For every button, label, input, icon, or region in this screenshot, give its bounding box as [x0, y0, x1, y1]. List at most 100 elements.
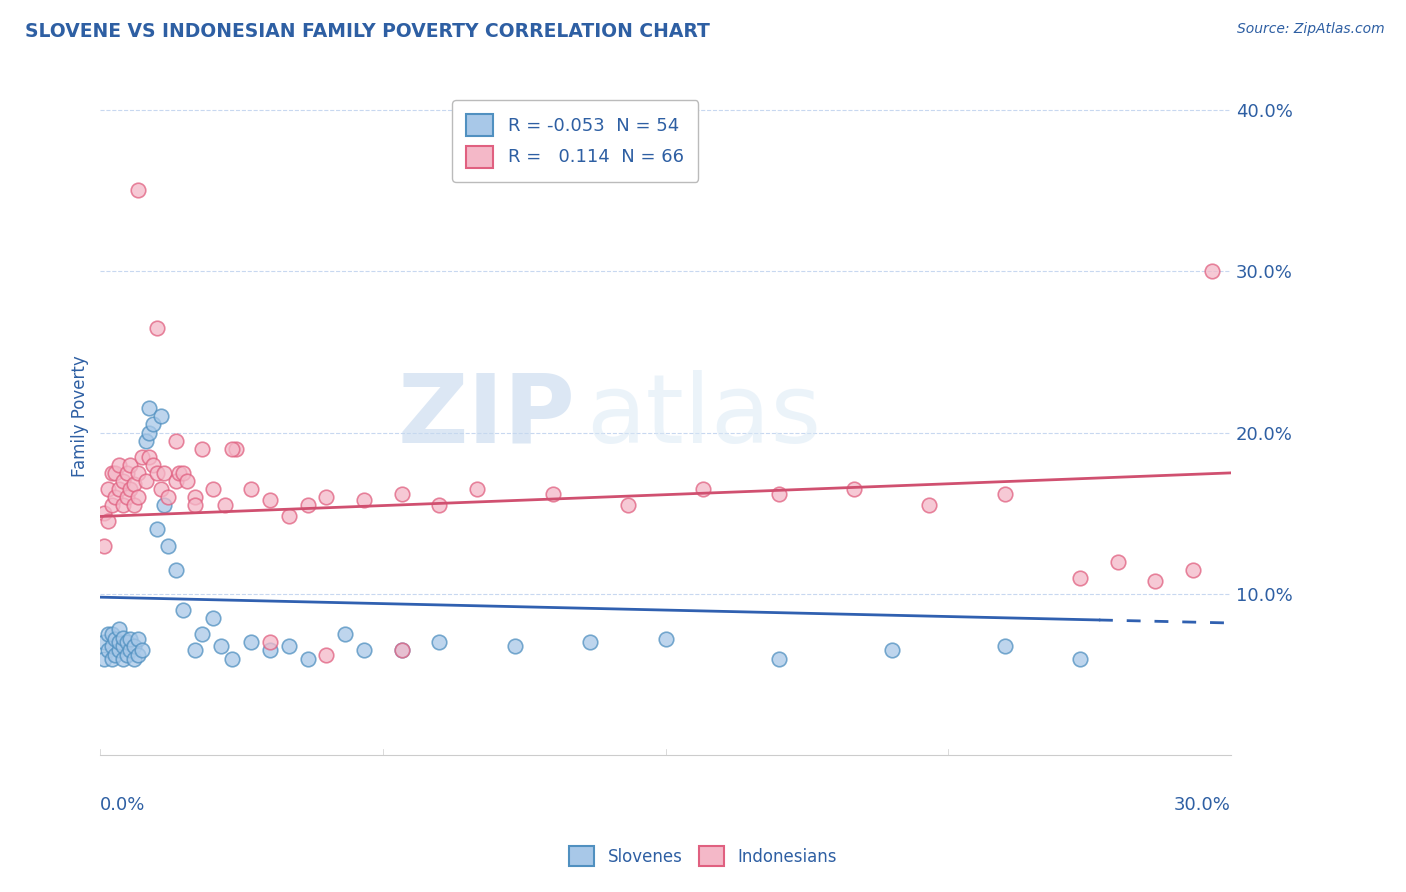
Point — [149, 482, 172, 496]
Point — [176, 474, 198, 488]
Point — [138, 425, 160, 440]
Point — [97, 627, 120, 641]
Point — [1182, 563, 1205, 577]
Point — [221, 442, 243, 456]
Point — [122, 651, 145, 665]
Point — [165, 474, 187, 488]
Point — [108, 635, 131, 649]
Point — [93, 635, 115, 649]
Point — [146, 522, 169, 536]
Point — [183, 498, 205, 512]
Point — [142, 458, 165, 472]
Point — [165, 434, 187, 448]
Point — [692, 482, 714, 496]
Point — [465, 482, 488, 496]
Point — [240, 482, 263, 496]
Point — [297, 498, 319, 512]
Point — [127, 466, 149, 480]
Point — [93, 506, 115, 520]
Point — [127, 632, 149, 647]
Point — [579, 635, 602, 649]
Point — [225, 442, 247, 456]
Point — [115, 648, 138, 663]
Text: Source: ZipAtlas.com: Source: ZipAtlas.com — [1237, 22, 1385, 37]
Point — [157, 490, 180, 504]
Point — [146, 320, 169, 334]
Point — [138, 401, 160, 416]
Point — [297, 651, 319, 665]
Point — [104, 490, 127, 504]
Point — [541, 487, 564, 501]
Point — [240, 635, 263, 649]
Point — [111, 474, 134, 488]
Legend: R = -0.053  N = 54, R =   0.114  N = 66: R = -0.053 N = 54, R = 0.114 N = 66 — [451, 100, 699, 182]
Point — [1201, 264, 1223, 278]
Point — [165, 563, 187, 577]
Point — [97, 643, 120, 657]
Text: ZIP: ZIP — [398, 370, 575, 463]
Point — [259, 643, 281, 657]
Point — [183, 643, 205, 657]
Point — [93, 651, 115, 665]
Point — [209, 639, 232, 653]
Point — [120, 482, 142, 496]
Point — [994, 639, 1017, 653]
Point — [127, 183, 149, 197]
Y-axis label: Family Poverty: Family Poverty — [72, 356, 89, 477]
Point — [429, 498, 451, 512]
Point — [183, 490, 205, 504]
Point — [1069, 571, 1091, 585]
Point — [277, 639, 299, 653]
Point — [391, 643, 413, 657]
Point — [172, 466, 194, 480]
Point — [108, 482, 131, 496]
Point — [111, 651, 134, 665]
Point — [100, 639, 122, 653]
Point — [108, 623, 131, 637]
Point — [115, 490, 138, 504]
Point — [115, 635, 138, 649]
Point — [111, 498, 134, 512]
Point — [122, 498, 145, 512]
Point — [1069, 651, 1091, 665]
Point — [104, 648, 127, 663]
Point — [122, 477, 145, 491]
Point — [153, 498, 176, 512]
Point — [120, 632, 142, 647]
Point — [153, 466, 176, 480]
Point — [120, 643, 142, 657]
Point — [120, 458, 142, 472]
Point — [429, 635, 451, 649]
Point — [353, 493, 375, 508]
Point — [994, 487, 1017, 501]
Point — [111, 639, 134, 653]
Point — [221, 651, 243, 665]
Point — [104, 632, 127, 647]
Point — [135, 474, 157, 488]
Text: atlas: atlas — [586, 370, 821, 463]
Point — [146, 466, 169, 480]
Point — [191, 442, 214, 456]
Text: 30.0%: 30.0% — [1174, 796, 1230, 814]
Legend: Slovenes, Indonesians: Slovenes, Indonesians — [561, 838, 845, 875]
Point — [122, 639, 145, 653]
Point — [503, 639, 526, 653]
Point — [127, 648, 149, 663]
Text: 0.0%: 0.0% — [100, 796, 146, 814]
Point — [1107, 555, 1129, 569]
Point — [768, 487, 790, 501]
Point — [172, 603, 194, 617]
Point — [335, 627, 357, 641]
Point — [259, 635, 281, 649]
Point — [202, 482, 225, 496]
Point — [353, 643, 375, 657]
Point — [259, 493, 281, 508]
Point — [131, 643, 153, 657]
Point — [918, 498, 941, 512]
Point — [135, 434, 157, 448]
Point — [127, 490, 149, 504]
Point — [169, 466, 191, 480]
Point — [202, 611, 225, 625]
Point — [138, 450, 160, 464]
Point — [315, 490, 337, 504]
